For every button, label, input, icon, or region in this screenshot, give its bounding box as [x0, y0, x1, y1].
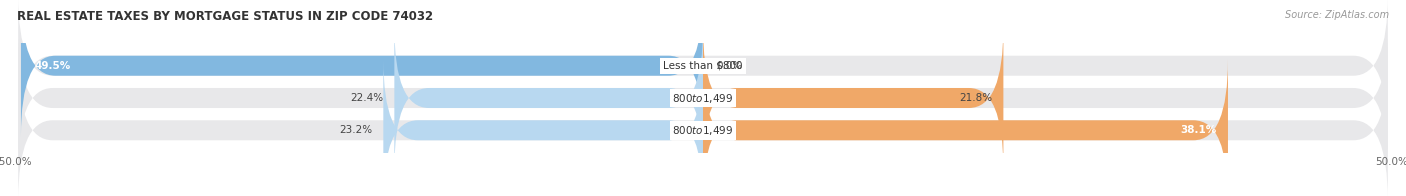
FancyBboxPatch shape: [18, 27, 1388, 169]
Text: 23.2%: 23.2%: [339, 125, 373, 135]
Text: 22.4%: 22.4%: [350, 93, 384, 103]
Text: 0.0%: 0.0%: [717, 61, 742, 71]
Text: Less than $800: Less than $800: [664, 61, 742, 71]
Text: Source: ZipAtlas.com: Source: ZipAtlas.com: [1285, 10, 1389, 20]
Text: $800 to $1,499: $800 to $1,499: [672, 124, 734, 137]
FancyBboxPatch shape: [18, 0, 1388, 136]
Text: REAL ESTATE TAXES BY MORTGAGE STATUS IN ZIP CODE 74032: REAL ESTATE TAXES BY MORTGAGE STATUS IN …: [17, 10, 433, 23]
FancyBboxPatch shape: [21, 0, 703, 136]
Text: $800 to $1,499: $800 to $1,499: [672, 92, 734, 104]
FancyBboxPatch shape: [394, 27, 703, 169]
Text: 21.8%: 21.8%: [959, 93, 993, 103]
FancyBboxPatch shape: [703, 27, 1004, 169]
FancyBboxPatch shape: [384, 60, 703, 196]
Text: 38.1%: 38.1%: [1181, 125, 1218, 135]
FancyBboxPatch shape: [18, 60, 1388, 196]
Text: 49.5%: 49.5%: [35, 61, 70, 71]
FancyBboxPatch shape: [703, 60, 1227, 196]
